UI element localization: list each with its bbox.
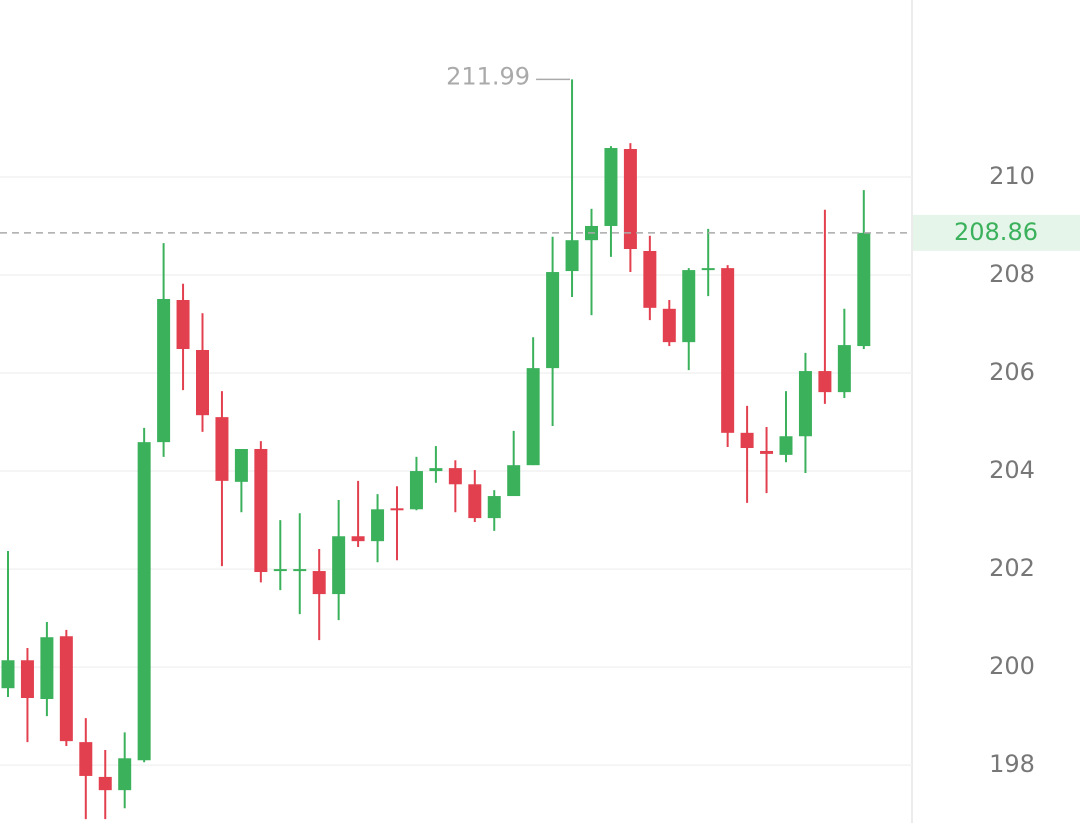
candle-body	[118, 758, 132, 791]
candle-body	[409, 471, 423, 510]
y-tick-label: 210	[989, 162, 1035, 190]
candle-body	[857, 232, 871, 347]
candle-body	[760, 450, 774, 454]
candle-body	[371, 509, 385, 542]
candle-body	[837, 345, 851, 393]
candle-body	[429, 468, 443, 472]
candle-body	[234, 448, 248, 482]
candle-body	[176, 299, 190, 350]
y-tick-label: 198	[989, 750, 1035, 778]
y-tick-label: 200	[989, 652, 1035, 680]
candle-body	[79, 742, 93, 776]
candle-body	[448, 468, 462, 485]
y-tick-label: 208	[989, 260, 1035, 288]
candle-body	[293, 569, 307, 572]
candle-body	[565, 240, 579, 272]
y-tick-label: 206	[989, 358, 1035, 386]
candle-body	[779, 436, 793, 455]
candle-body	[662, 308, 676, 343]
candle-body	[40, 637, 54, 699]
candle-body	[351, 536, 365, 542]
last-price-label: 208.86	[954, 218, 1038, 246]
candle-body	[98, 776, 112, 791]
last-price-tag	[913, 214, 1080, 251]
y-tick-label: 202	[989, 554, 1035, 582]
candle-body	[507, 465, 521, 497]
candle-body	[312, 571, 326, 595]
candle-body	[721, 268, 735, 433]
candle-body	[798, 371, 812, 437]
candle-body	[390, 508, 404, 511]
candle-body	[682, 270, 696, 343]
candle-body	[157, 299, 171, 443]
candle-body	[59, 636, 73, 742]
y-tick-label: 204	[989, 456, 1035, 484]
candle-body	[196, 349, 209, 416]
candle-body	[332, 536, 346, 595]
candle-body	[643, 250, 657, 308]
candle-body	[254, 448, 268, 573]
candle-body	[623, 149, 637, 250]
candle-body	[818, 371, 832, 393]
candle-body	[137, 442, 151, 761]
candle-body	[487, 496, 501, 519]
candle-body	[546, 272, 560, 369]
candle-body	[468, 484, 482, 519]
candle-body	[701, 268, 715, 271]
candle-body	[526, 368, 540, 466]
candle-body	[740, 432, 754, 449]
candle-body	[20, 660, 34, 699]
candle-body	[273, 569, 287, 572]
candle-body	[1, 660, 15, 689]
candle-body	[604, 148, 618, 226]
high-label: 211.99	[446, 62, 530, 90]
candle-body	[215, 417, 229, 481]
